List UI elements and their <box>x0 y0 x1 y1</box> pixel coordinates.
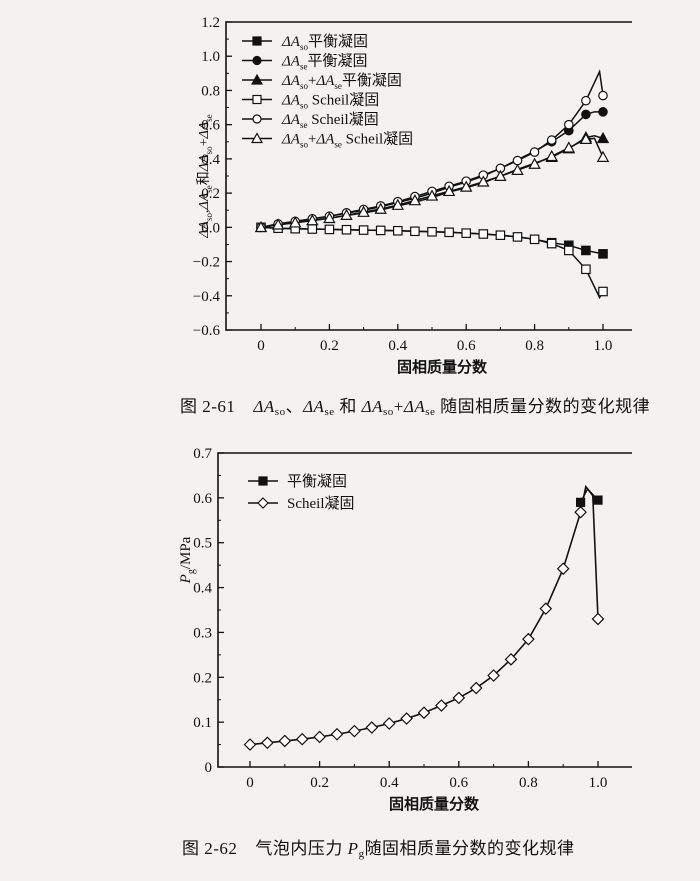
svg-text:固相质量分数: 固相质量分数 <box>397 358 488 376</box>
svg-text:ΔAse平衡凝固: ΔAse平衡凝固 <box>281 53 367 72</box>
caption-body: ΔAso、ΔAse 和 ΔAso+ΔAse 随固相质量分数的变化规律 <box>253 397 651 418</box>
svg-text:固相质量分数: 固相质量分数 <box>389 795 480 813</box>
svg-text:0.6: 0.6 <box>193 491 212 507</box>
svg-text:ΔAso+ΔAse Scheil凝固: ΔAso+ΔAse Scheil凝固 <box>281 131 413 150</box>
svg-text:0: 0 <box>205 760 213 776</box>
svg-text:平衡凝固: 平衡凝固 <box>287 473 347 490</box>
svg-text:0.5: 0.5 <box>193 536 212 552</box>
svg-text:ΔAso+ΔAse平衡凝固: ΔAso+ΔAse平衡凝固 <box>281 72 402 91</box>
svg-text:0.8: 0.8 <box>519 775 538 791</box>
svg-text:1.0: 1.0 <box>589 775 608 791</box>
svg-text:0: 0 <box>257 338 265 354</box>
svg-text:ΔAso Scheil凝固: ΔAso Scheil凝固 <box>281 92 379 111</box>
svg-text:0.8: 0.8 <box>525 338 544 354</box>
svg-text:1.2: 1.2 <box>201 15 220 31</box>
svg-text:Pg/MPa: Pg/MPa <box>178 536 197 584</box>
svg-text:0.2: 0.2 <box>320 338 339 354</box>
svg-text:0.6: 0.6 <box>457 338 476 354</box>
svg-text:0.2: 0.2 <box>310 775 329 791</box>
svg-text:0.3: 0.3 <box>193 625 212 641</box>
figure-number: 图 2-62 <box>182 839 238 858</box>
svg-text:0.4: 0.4 <box>193 581 212 597</box>
svg-text:0.0: 0.0 <box>201 220 220 236</box>
svg-text:0.4: 0.4 <box>201 152 220 168</box>
svg-text:0: 0 <box>246 775 254 791</box>
svg-text:−0.4: −0.4 <box>193 289 221 305</box>
svg-text:0.6: 0.6 <box>449 775 468 791</box>
svg-text:0.4: 0.4 <box>388 338 407 354</box>
svg-text:−0.2: −0.2 <box>193 255 220 271</box>
svg-text:1.0: 1.0 <box>594 338 613 354</box>
figure-number: 图 2-61 <box>180 397 236 416</box>
chart-pg-pressure: 0 0.1 0.2 0.3 0.4 0.5 0.6 0.7 0 0.2 0.4 0.6 0.8 1.0 固相… <box>178 446 632 813</box>
svg-text:−0.6: −0.6 <box>193 323 221 339</box>
svg-text:0.8: 0.8 <box>201 83 220 99</box>
svg-text:0.4: 0.4 <box>380 775 399 791</box>
svg-text:0.1: 0.1 <box>193 715 212 731</box>
figure-2-62-caption: 图 2-62 气泡内压力 Pg随固相质量分数的变化规律 <box>182 834 575 860</box>
svg-text:1.0: 1.0 <box>201 49 220 65</box>
svg-text:Scheil凝固: Scheil凝固 <box>287 495 355 512</box>
svg-text:0.7: 0.7 <box>193 446 212 462</box>
svg-text:0.2: 0.2 <box>201 186 220 202</box>
svg-text:ΔAso,ΔAse和ΔAso+ΔAse: ΔAso,ΔAse和ΔAso+ΔAse <box>196 114 214 239</box>
svg-text:ΔAso平衡凝固: ΔAso平衡凝固 <box>281 33 368 52</box>
svg-text:0.2: 0.2 <box>193 670 212 686</box>
figure-2-61-caption: 图 2-61 ΔAso、ΔAse 和 ΔAso+ΔAse 随固相质量分数的变化规律 <box>180 392 650 418</box>
svg-text:ΔAse Scheil凝固: ΔAse Scheil凝固 <box>281 111 379 130</box>
caption-body: 气泡内压力 Pg随固相质量分数的变化规律 <box>255 839 575 860</box>
svg-text:0.6: 0.6 <box>201 118 220 134</box>
chart-delta-a: −0.6 −0.4 −0.2 0.0 0.2 0.4 0.6 0.8 1.0 1.2 0 0.2 0.4… <box>193 15 632 376</box>
